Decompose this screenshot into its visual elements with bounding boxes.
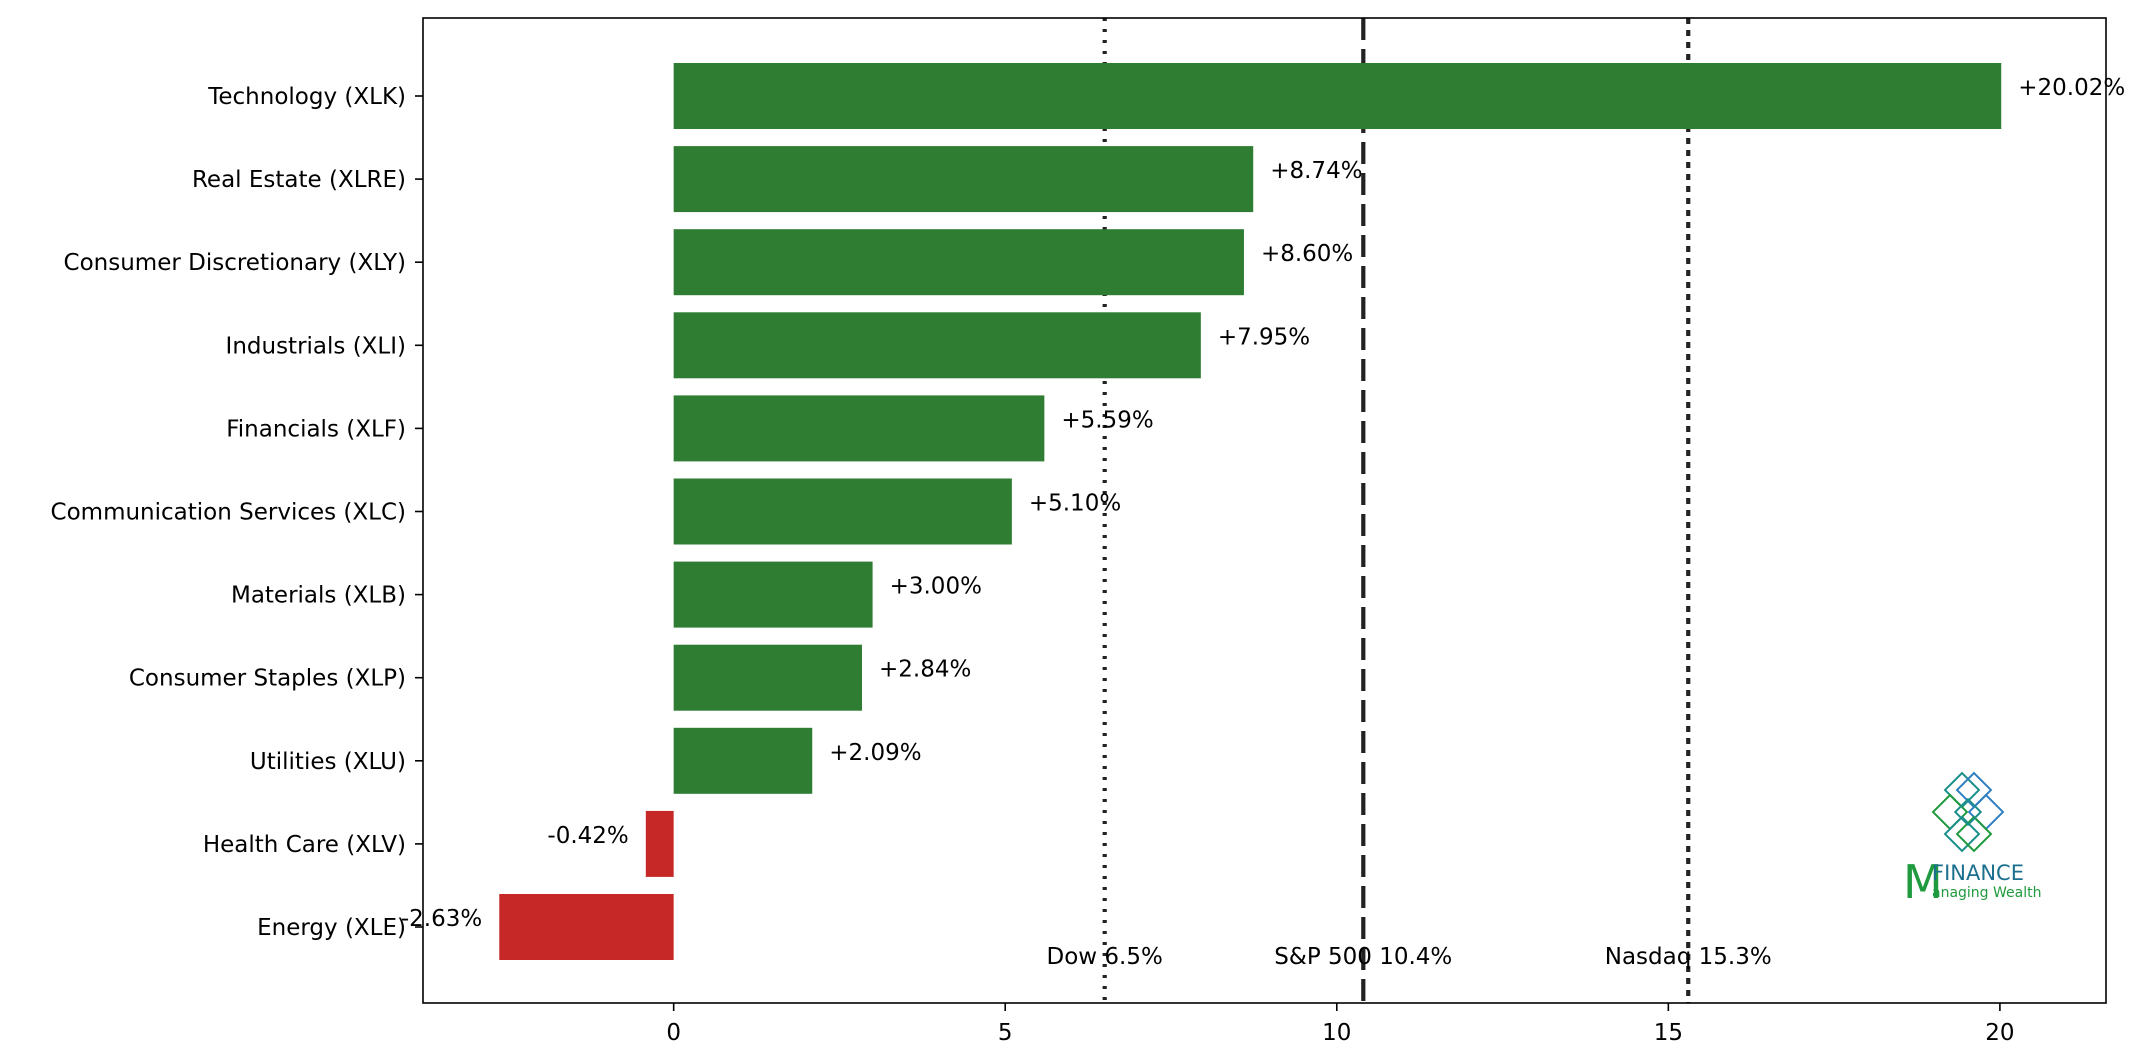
category-label-8: Utilities (XLU) [250,749,406,775]
x-axis: 0 5 10 15 20 [666,1003,2015,1046]
data-label-8: +2.09% [829,740,921,766]
bar-2 [673,229,1244,296]
category-label-3: Industrials (XLI) [226,333,406,359]
logo-tagline: anaging Wealth [1932,885,2041,901]
category-label-4: Financials (XLF) [226,416,406,442]
data-label-7: +2.84% [879,657,971,683]
data-label-9: -0.42% [547,823,628,849]
bar-1 [673,146,1254,213]
bar-6 [673,561,873,628]
bar-series: +20.02% +8.74% +8.60% +7.95% +5.59% +5.10% +3.… [401,63,2125,960]
x-tick-label-0: 0 [666,1020,681,1046]
data-label-1: +8.74% [1270,158,1362,184]
bar-7 [673,644,862,711]
category-label-2: Consumer Discretionary (XLY) [64,250,406,276]
data-label-3: +7.95% [1218,324,1310,350]
category-label-9: Health Care (XLV) [203,832,406,858]
data-label-5: +5.10% [1029,491,1121,517]
x-tick-label-4: 20 [1985,1020,2014,1046]
bar-3 [673,312,1201,379]
plot-frame [422,17,2107,1004]
finance-logo: M FINANCE anaging Wealth [1903,771,2041,909]
category-label-6: Materials (XLB) [231,583,406,609]
bar-9 [645,810,674,877]
category-label-5: Communication Services (XLC) [51,500,406,526]
data-label-6: +3.00% [890,574,982,600]
reference-label-1: S&P 500 10.4% [1274,944,1452,970]
data-label-0: +20.02% [2018,75,2125,101]
x-tick-label-3: 15 [1654,1020,1683,1046]
data-label-4: +5.59% [1061,407,1153,433]
logo-letter: M [1903,855,1943,909]
category-label-10: Energy (XLE) [257,915,406,941]
reference-label-2: Nasdaq 15.3% [1605,944,1772,970]
endless-knot-icon [1931,771,2005,853]
category-label-1: Real Estate (XLRE) [192,167,406,193]
bar-4 [673,395,1045,462]
logo-name: FINANCE [1932,861,2024,885]
category-label-7: Consumer Staples (XLP) [129,666,406,692]
data-label-2: +8.60% [1261,241,1353,267]
y-axis: Technology (XLK) Real Estate (XLRE) Consum… [51,84,423,941]
reference-lines: Dow 6.5% S&P 500 10.4% Nasdaq 15.3% [1047,18,1772,1003]
bar-10 [499,894,674,960]
bar-5 [673,478,1012,545]
x-tick-label-1: 5 [998,1020,1013,1046]
data-label-10: -2.63% [401,906,482,932]
category-label-0: Technology (XLK) [207,84,406,110]
bar-0 [673,63,2002,129]
x-tick-label-2: 10 [1322,1020,1351,1046]
bar-8 [673,727,813,794]
reference-label-0: Dow 6.5% [1047,944,1163,970]
